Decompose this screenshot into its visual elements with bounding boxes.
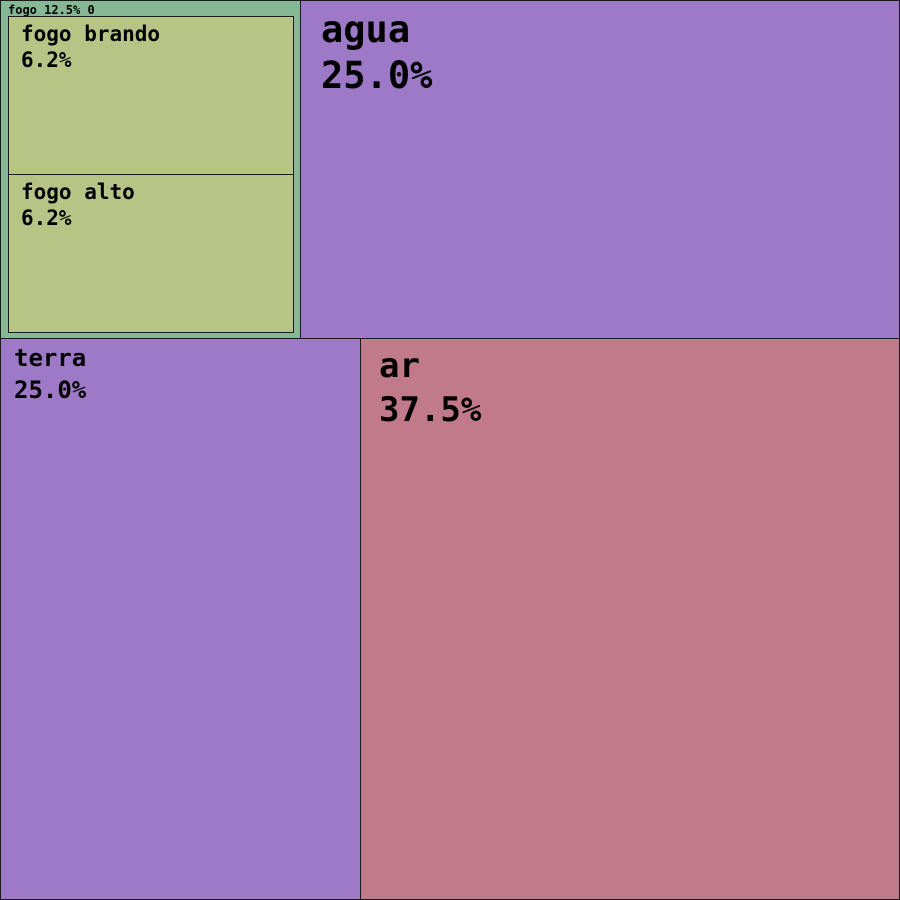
treemap-tile-fogo-brando-label: fogo brando 6.2%	[21, 21, 160, 73]
treemap-tile-fogo-brando-percentage: 6.2%	[21, 48, 72, 72]
treemap-tile-fogo-brando: fogo brando 6.2%	[8, 16, 294, 175]
treemap-tile-fogo-header: fogo 12.5% 0	[8, 3, 95, 17]
treemap-tile-agua: agua 25.0%	[300, 0, 900, 339]
treemap-tile-terra-percentage: 25.0%	[14, 376, 87, 404]
treemap-tile-ar: ar 37.5%	[360, 338, 900, 900]
treemap-tile-fogo-alto-percentage: 6.2%	[21, 206, 72, 230]
treemap-tile-ar-name: ar	[379, 346, 420, 386]
treemap-tile-fogo-alto-name: fogo alto	[21, 180, 135, 204]
treemap-tile-ar-label: ar 37.5%	[379, 344, 481, 432]
treemap-tile-fogo-alto-label: fogo alto 6.2%	[21, 179, 135, 231]
treemap-tile-terra: terra 25.0%	[0, 338, 361, 900]
treemap-tile-terra-label: terra 25.0%	[14, 342, 86, 406]
treemap-tile-fogo-brando-name: fogo brando	[21, 22, 161, 46]
treemap-tile-agua-percentage: 25.0%	[321, 54, 433, 97]
treemap-tile-agua-label: agua 25.0%	[321, 7, 432, 99]
treemap-tile-ar-percentage: 37.5%	[379, 390, 482, 430]
treemap-tile-fogo: fogo 12.5% 0 fogo brando 6.2% fogo alto 6.2%	[0, 0, 301, 339]
treemap-tile-fogo-alto: fogo alto 6.2%	[8, 174, 294, 333]
treemap-tile-agua-name: agua	[321, 8, 411, 51]
treemap-tile-terra-name: terra	[14, 344, 87, 372]
